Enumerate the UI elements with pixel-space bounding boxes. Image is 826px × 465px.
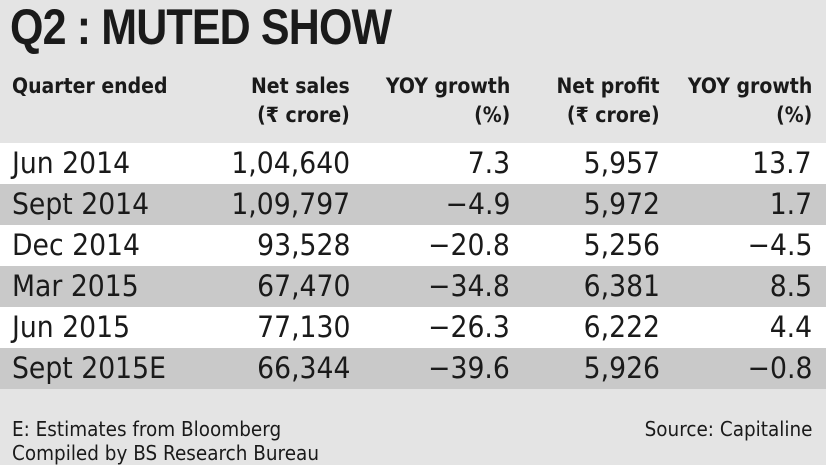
table-cell: 5,972: [583, 187, 660, 221]
column-header-line: YOY growth: [687, 74, 812, 98]
table-cell: 77,130: [256, 310, 350, 344]
table-cell: −4.9: [445, 187, 510, 221]
table-cell: 67,470: [256, 269, 350, 303]
table-cell: 5,256: [583, 228, 660, 262]
column-header-line: [12, 101, 168, 130]
table-cell: 7.3: [467, 146, 510, 180]
table-cell: Jun 2014: [12, 146, 131, 180]
table-cell: 66,344: [256, 351, 350, 385]
source-note: Source: Capitaline: [644, 417, 812, 441]
table-cell: −4.5: [747, 228, 812, 262]
column-header-line: (%): [473, 103, 510, 127]
table-cell: 1.7: [769, 187, 812, 221]
page-title: Q2 : MUTED SHOW: [10, 0, 392, 55]
table-cell: 8.5: [769, 269, 812, 303]
table-cell: −20.8: [428, 228, 510, 262]
table-cell: 6,381: [583, 269, 660, 303]
table-cell: 4.4: [769, 310, 812, 344]
table-cell: Sept 2015E: [12, 351, 166, 385]
column-header: Net profit (₹ crore): [557, 72, 660, 130]
column-header-line: YOY growth: [385, 74, 510, 98]
column-header-line: (₹ crore): [257, 103, 350, 127]
table-row: Dec 2014 93,528 −20.8 5,256 −4.5: [0, 225, 826, 266]
table-cell: Dec 2014: [12, 228, 141, 262]
table-cell: Mar 2015: [12, 269, 139, 303]
table-row: Jun 2014 1,04,640 7.3 5,957 13.7: [0, 143, 826, 184]
column-header-line: (₹ crore): [567, 103, 660, 127]
table-row: Mar 2015 67,470 −34.8 6,381 8.5: [0, 266, 826, 307]
estimate-note: E: Estimates from Bloomberg: [12, 417, 282, 441]
column-header: YOY growth (%): [688, 72, 812, 130]
table-cell: 5,926: [583, 351, 660, 385]
table-cell: −26.3: [428, 310, 510, 344]
table-cell: −34.8: [428, 269, 510, 303]
column-header-line: Net sales: [251, 74, 350, 98]
compiled-note: Compiled by BS Research Bureau: [12, 441, 319, 465]
table-cell: −0.8: [747, 351, 812, 385]
column-header: Quarter ended: [12, 72, 168, 130]
column-header: YOY growth (%): [386, 72, 510, 130]
table-cell: 6,222: [583, 310, 660, 344]
table-cell: 1,04,640: [231, 146, 350, 180]
table-row: Sept 2014 1,09,797 −4.9 5,972 1.7: [0, 184, 826, 225]
table-cell: Sept 2014: [12, 187, 150, 221]
column-header-line: Net profit: [556, 74, 660, 98]
table-cell: 13.7: [752, 146, 812, 180]
column-header: Net sales (₹ crore): [251, 72, 350, 130]
table-cell: Jun 2015: [12, 310, 131, 344]
column-header-line: Quarter ended: [12, 74, 168, 98]
column-header-line: (%): [775, 103, 812, 127]
table-row: Sept 2015E 66,344 −39.6 5,926 −0.8: [0, 348, 826, 389]
table-cell: 93,528: [256, 228, 350, 262]
table-row: Jun 2015 77,130 −26.3 6,222 4.4: [0, 307, 826, 348]
table-cell: 1,09,797: [231, 187, 350, 221]
table-cell: 5,957: [583, 146, 660, 180]
table-cell: −39.6: [428, 351, 510, 385]
